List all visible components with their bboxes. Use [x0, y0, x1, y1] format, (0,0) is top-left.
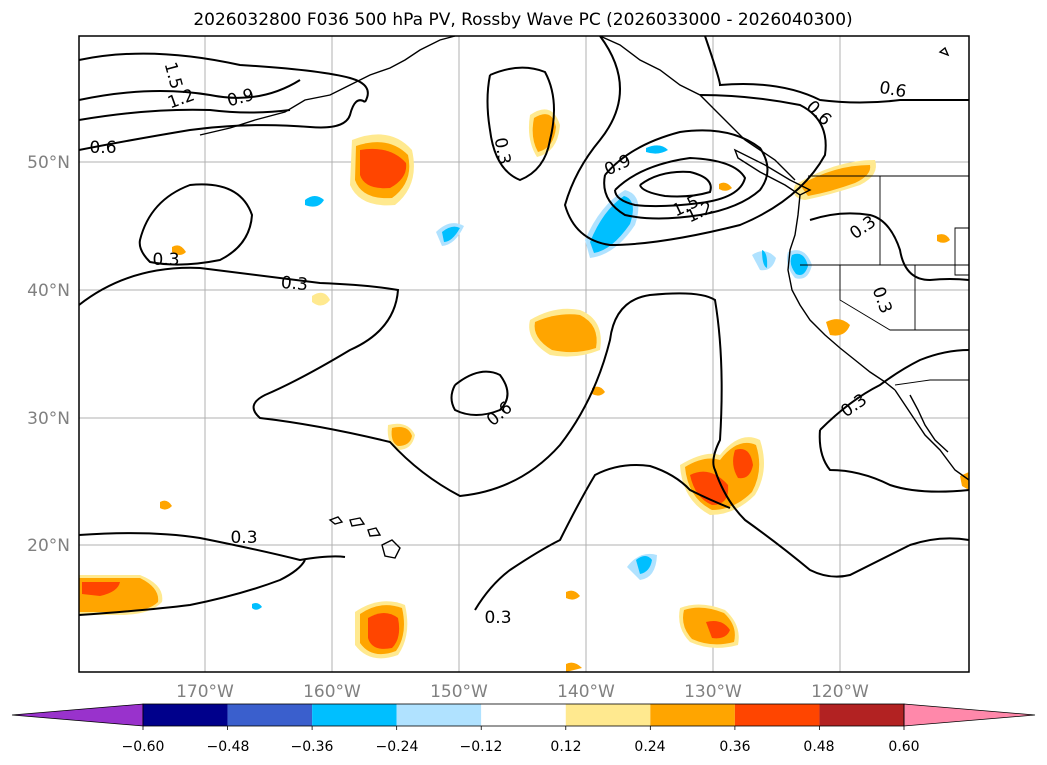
lat-label: 30°N — [27, 409, 70, 429]
anomaly-blob — [719, 182, 732, 191]
contour-label: 0.6 — [878, 78, 908, 102]
anomaly-blob — [391, 427, 412, 446]
colorbar-tick: −0.24 — [376, 739, 419, 755]
pv-contour — [78, 532, 346, 562]
colorbar-outline — [142, 703, 905, 727]
longitude-labels: 170°W 160°W 150°W 140°W 130°W 120°W — [176, 682, 869, 702]
pv-contour — [819, 349, 970, 431]
pv-contour — [818, 429, 970, 493]
colorbar-ticks: −0.60 −0.48 −0.36 −0.24 −0.12 0.12 0.24 … — [122, 739, 920, 755]
lon-label: 160°W — [303, 682, 361, 702]
colorbar-tick: 0.48 — [803, 739, 834, 755]
pv-contour — [704, 35, 969, 104]
colorbar-extend-low — [11, 703, 144, 727]
anomaly-blob — [960, 472, 969, 490]
anomaly-blob — [442, 226, 460, 242]
pv-contour — [78, 99, 366, 151]
anomaly-blob — [592, 386, 605, 396]
colorbar-tick: 0.12 — [550, 739, 581, 755]
coastlines — [199, 35, 970, 559]
pv-contour — [486, 66, 555, 182]
map-panel: 1.5 1.2 0.9 0.6 0.3 0.3 0.3 0.3 0.6 0.9 … — [78, 35, 970, 673]
gridlines — [79, 36, 969, 672]
map-frame — [78, 35, 970, 673]
lat-label: 20°N — [27, 536, 70, 556]
colorbar-segment — [734, 704, 820, 726]
colorbar-segment — [227, 704, 313, 726]
latitude-labels: 50°N 40°N 30°N 20°N — [27, 153, 70, 556]
anomaly-blob — [566, 662, 582, 672]
lon-label: 150°W — [430, 682, 488, 702]
colorbar-segment — [819, 704, 904, 726]
colorbar-segment — [481, 704, 566, 726]
lat-label: 40°N — [27, 281, 70, 301]
anomaly-blob — [82, 582, 120, 596]
anomaly-blob — [252, 603, 262, 610]
pv-contours — [78, 35, 970, 616]
pv-contour — [614, 156, 747, 208]
anomaly-blob — [312, 292, 330, 306]
pv-contour — [563, 35, 827, 247]
pv-contour — [78, 108, 291, 121]
colorbar-tick: −0.48 — [207, 739, 250, 755]
anomaly-blob — [706, 621, 730, 639]
anomaly-blob — [800, 165, 871, 196]
colorbar-segment — [396, 704, 482, 726]
pv-contour — [474, 464, 731, 611]
colorbar-tick: −0.12 — [460, 739, 503, 755]
lon-label: 120°W — [811, 682, 869, 702]
colorbar-tick: −0.60 — [122, 739, 165, 755]
anomaly-blob — [160, 500, 172, 510]
pv-contour — [138, 183, 254, 266]
colorbar: −0.60 −0.48 −0.36 −0.24 −0.12 0.12 0.24 … — [11, 703, 1036, 755]
colorbar-tick: 0.36 — [719, 739, 750, 755]
anomaly-blob — [733, 449, 753, 479]
pv-contour — [603, 129, 769, 220]
positive-anomalies — [79, 109, 969, 672]
contour-label: 0.3 — [490, 136, 514, 166]
pv-contour — [450, 370, 509, 416]
contour-label: 0.3 — [152, 250, 179, 270]
contour-label: 0.6 — [89, 138, 116, 158]
anomaly-blob — [368, 613, 400, 649]
anomaly-blob — [636, 556, 652, 574]
lon-label: 140°W — [557, 682, 615, 702]
anomaly-blob — [590, 196, 633, 253]
pv-contour — [809, 212, 970, 282]
contour-label: 0.3 — [230, 528, 257, 548]
pv-contour — [78, 52, 369, 103]
pv-contour — [639, 170, 712, 198]
anomaly-blob — [172, 245, 186, 255]
anomaly-blob — [305, 196, 324, 207]
lat-label: 50°N — [27, 153, 70, 173]
anomaly-blob — [360, 148, 407, 189]
colorbar-tick: 0.60 — [888, 739, 919, 755]
colorbar-segment — [650, 704, 735, 726]
anomaly-blob — [534, 314, 597, 353]
colorbar-tick: 0.24 — [634, 739, 665, 755]
pv-contour — [78, 559, 306, 616]
colorbar-segment — [143, 704, 228, 726]
lon-label: 170°W — [176, 682, 234, 702]
contour-label: 0.3 — [484, 608, 511, 628]
colorbar-segments — [11, 703, 1036, 730]
lon-label: 130°W — [684, 682, 742, 702]
anomaly-blob — [790, 253, 808, 275]
colorbar-segment — [312, 704, 397, 726]
colorbar-extend-high — [903, 703, 1036, 727]
anomaly-blob — [646, 145, 668, 154]
pv-contour — [78, 266, 970, 578]
anomaly-blob — [762, 250, 768, 268]
anomaly-blob — [937, 234, 950, 243]
colorbar-tick: −0.36 — [291, 739, 334, 755]
map-title: 2026032800 F036 500 hPa PV, Rossby Wave … — [193, 10, 852, 30]
pv-contour — [78, 79, 301, 101]
colorbar-segment — [565, 704, 651, 726]
anomaly-blob — [826, 319, 850, 336]
anomaly-blob — [566, 590, 580, 600]
negative-anomalies — [252, 145, 812, 610]
contour-label: 0.3 — [280, 273, 309, 295]
